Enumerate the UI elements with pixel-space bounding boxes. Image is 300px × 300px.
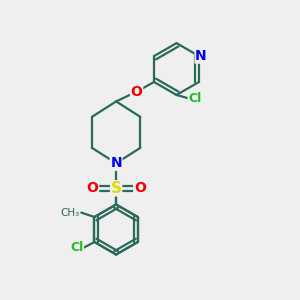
Text: CH₃: CH₃ — [61, 208, 80, 218]
Text: O: O — [130, 85, 142, 99]
Text: O: O — [134, 181, 146, 195]
Text: Cl: Cl — [188, 92, 201, 105]
Text: S: S — [111, 181, 122, 196]
Text: N: N — [195, 49, 207, 63]
Text: Cl: Cl — [70, 242, 83, 254]
Text: N: N — [110, 156, 122, 170]
Text: O: O — [87, 181, 98, 195]
